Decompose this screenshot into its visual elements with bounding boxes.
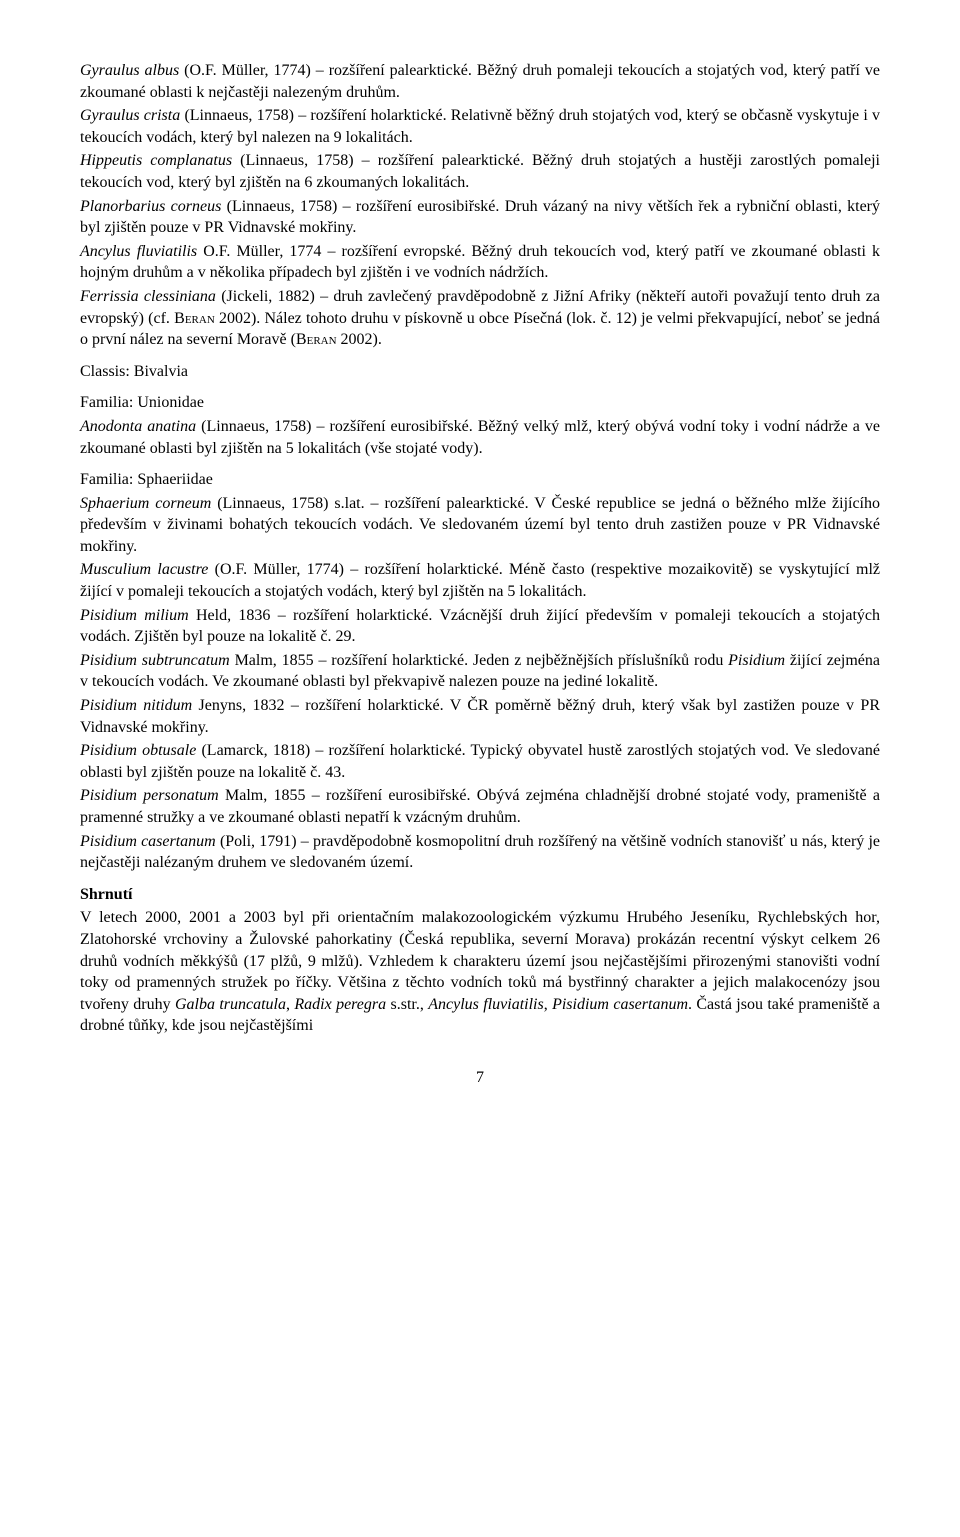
species-name: Sphaerium corneum xyxy=(80,495,211,512)
species-paragraph: Pisidium casertanum (Poli, 1791) – pravd… xyxy=(80,831,880,874)
species-name: Ancylus fluviatilis xyxy=(80,243,197,260)
species-text: O.F. Müller, 1774 – rozšíření evropské. … xyxy=(80,243,880,282)
species-name: Pisidium casertanum xyxy=(552,996,688,1013)
species-name: Pisidium personatum xyxy=(80,787,219,804)
species-name: Ferrissia clessiniana xyxy=(80,288,216,305)
author-ref: Beran xyxy=(174,310,215,327)
species-paragraph: Pisidium personatum Malm, 1855 – rozšíře… xyxy=(80,785,880,828)
species-text: 2002). xyxy=(337,331,382,348)
species-paragraph: Pisidium milium Held, 1836 – rozšíření h… xyxy=(80,605,880,648)
species-name: Pisidium subtruncatum xyxy=(80,652,230,669)
species-paragraph: Musculium lacustre (O.F. Müller, 1774) –… xyxy=(80,559,880,602)
species-name: Radix peregra xyxy=(294,996,386,1013)
species-paragraph: Sphaerium corneum (Linnaeus, 1758) s.lat… xyxy=(80,493,880,558)
species-name: Pisidium nitidum xyxy=(80,697,192,714)
summary-text: s.str., xyxy=(386,996,428,1013)
species-paragraph: Anodonta anatina (Linnaeus, 1758) – rozš… xyxy=(80,416,880,459)
species-name: Pisidium casertanum xyxy=(80,833,216,850)
page-number: 7 xyxy=(80,1067,880,1089)
species-name: Anodonta anatina xyxy=(80,418,196,435)
species-text: (Linnaeus, 1758) – rozšíření eurosibiřsk… xyxy=(80,418,880,457)
species-paragraph: Gyraulus albus (O.F. Müller, 1774) – roz… xyxy=(80,60,880,103)
summary-heading: Shrnutí xyxy=(80,884,880,906)
familia-heading: Familia: Sphaeriidae xyxy=(80,469,880,491)
species-name: Hippeutis complanatus xyxy=(80,152,232,169)
species-text: (Lamarck, 1818) – rozšíření holarktické.… xyxy=(80,742,880,781)
species-text: Malm, 1855 – rozšíření holarktické. Jede… xyxy=(230,652,728,669)
species-name: Gyraulus albus xyxy=(80,62,179,79)
author-ref: Beran xyxy=(296,331,337,348)
species-paragraph: Hippeutis complanatus (Linnaeus, 1758) –… xyxy=(80,150,880,193)
summary-paragraph: V letech 2000, 2001 a 2003 byl při orien… xyxy=(80,907,880,1037)
species-paragraph: Gyraulus crista (Linnaeus, 1758) – rozší… xyxy=(80,105,880,148)
species-name: Pisidium milium xyxy=(80,607,189,624)
species-paragraph: Pisidium obtusale (Lamarck, 1818) – rozš… xyxy=(80,740,880,783)
species-name: Pisidium obtusale xyxy=(80,742,196,759)
species-paragraph: Ancylus fluviatilis O.F. Müller, 1774 – … xyxy=(80,241,880,284)
species-text: Held, 1836 – rozšíření holarktické. Vzác… xyxy=(80,607,880,646)
classis-heading: Classis: Bivalvia xyxy=(80,361,880,383)
species-text: (Linnaeus, 1758) – rozšíření holarktické… xyxy=(80,107,880,146)
species-paragraph: Pisidium nitidum Jenyns, 1832 – rozšířen… xyxy=(80,695,880,738)
species-text: (O.F. Müller, 1774) – rozšíření palearkt… xyxy=(80,62,880,101)
species-paragraph: Planorbarius corneus (Linnaeus, 1758) – … xyxy=(80,196,880,239)
species-name: Galba truncatula xyxy=(175,996,286,1013)
summary-text: , xyxy=(544,996,552,1013)
species-name: Planorbarius corneus xyxy=(80,198,221,215)
species-text: Jenyns, 1832 – rozšíření holarktické. V … xyxy=(80,697,880,736)
species-name: Ancylus fluviatilis xyxy=(428,996,543,1013)
species-name: Gyraulus crista xyxy=(80,107,180,124)
familia-heading: Familia: Unionidae xyxy=(80,392,880,414)
species-paragraph: Ferrissia clessiniana (Jickeli, 1882) – … xyxy=(80,286,880,351)
species-name: Musculium lacustre xyxy=(80,561,208,578)
species-paragraph: Pisidium subtruncatum Malm, 1855 – rozší… xyxy=(80,650,880,693)
species-name: Pisidium xyxy=(728,652,785,669)
